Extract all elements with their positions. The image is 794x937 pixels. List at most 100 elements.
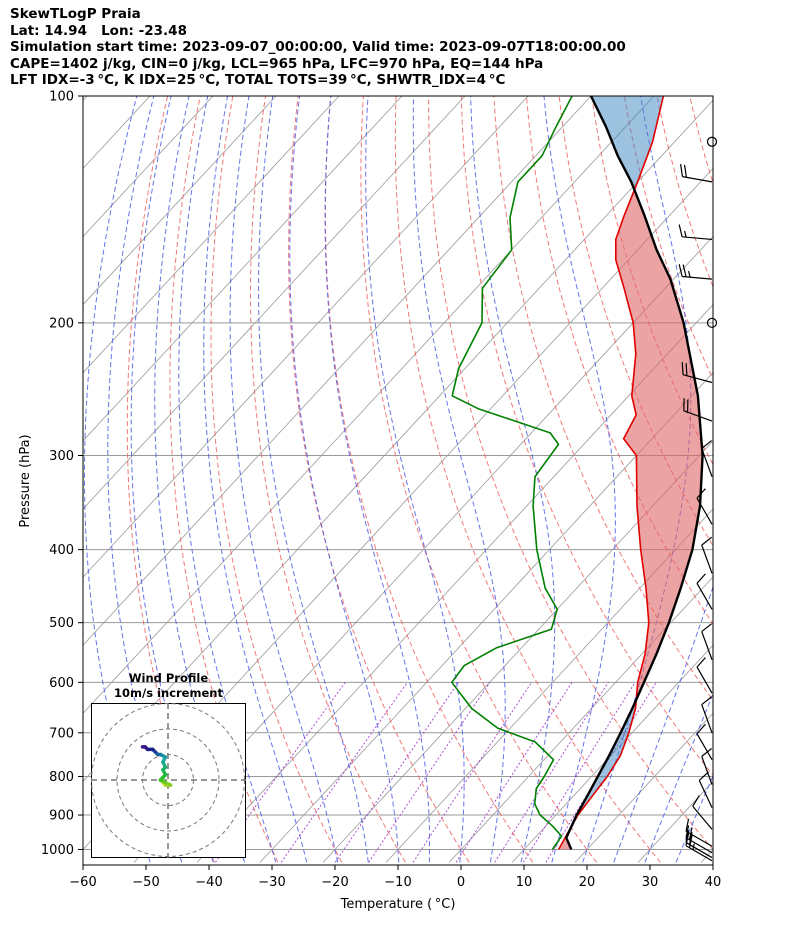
- isotherm-line: [83, 96, 214, 238]
- y-tick-label: 300: [49, 449, 74, 464]
- isotherm-line: [259, 372, 713, 863]
- dry-adiabat: [788, 96, 794, 862]
- mixing-ratio-line: [280, 682, 408, 863]
- moist-adiabat: [365, 96, 465, 863]
- wind-barb-flag: [685, 830, 690, 843]
- wind-barb: [678, 224, 713, 241]
- wind-barb: [701, 623, 713, 660]
- y-tick-label: 200: [49, 316, 74, 331]
- mixing-ratio-line: [368, 682, 491, 863]
- wind-barb-flag: [678, 224, 683, 237]
- wind-barb-staff: [696, 666, 713, 694]
- isotherm-line: [700, 848, 713, 863]
- moist-adiabat: [412, 96, 506, 863]
- isotherm-line: [448, 576, 713, 863]
- station-title: SkewTLogP Praia: [10, 6, 141, 22]
- dry-adiabat: [394, 96, 661, 863]
- x-tick-label: 0: [457, 875, 465, 890]
- wind-barb: [678, 264, 713, 280]
- dry-adiabat: [288, 96, 470, 863]
- wind-barb: [701, 440, 713, 477]
- hodograph-inset: [91, 703, 246, 858]
- x-tick-label: −60: [69, 875, 96, 890]
- wind-barb-flag: [683, 164, 687, 178]
- wind-barb-flag: [701, 440, 713, 449]
- wind-barb-staff: [692, 805, 713, 830]
- cin-area: [591, 96, 664, 192]
- mixing-ratio-line: [412, 682, 533, 863]
- dry-adiabat: [210, 96, 343, 863]
- wind-barb: [696, 657, 713, 694]
- isotherm-line: [83, 96, 340, 374]
- wind-barbs: [678, 136, 718, 862]
- wind-barb-staff: [696, 583, 713, 610]
- x-tick-label: 20: [579, 875, 596, 890]
- wind-barb-half: [692, 843, 695, 850]
- moist-adiabat: [644, 692, 713, 863]
- mixing-ratio-line: [334, 682, 459, 863]
- wind-barb: [696, 488, 713, 525]
- wind-barb-flag: [701, 623, 713, 633]
- moist-adiabat: [470, 96, 556, 863]
- y-tick-label: 500: [49, 616, 74, 631]
- wind-barb-flag: [680, 164, 684, 177]
- isotherm-line: [83, 96, 403, 442]
- wind-barb: [681, 362, 713, 384]
- moist-adiabat: [289, 96, 400, 863]
- wind-barb-flag: [696, 573, 706, 584]
- wind-barb-staff: [701, 544, 713, 574]
- mixing-ratio-line: [455, 682, 573, 863]
- moist-adiabat: [543, 96, 616, 863]
- wind-barb: [701, 748, 713, 785]
- wind-barb-flag: [696, 657, 706, 668]
- isotherm-line: [83, 96, 529, 578]
- parcel-line: [565, 96, 704, 850]
- isotherm-line: [83, 96, 466, 510]
- mixing-ratio-line: [494, 682, 609, 863]
- wind-barb-flag: [688, 832, 693, 845]
- dry-adiabat: [250, 96, 406, 863]
- wind-barb: [701, 696, 713, 733]
- x-tick-label: 40: [705, 875, 722, 890]
- x-tick-label: 10: [516, 875, 533, 890]
- wind-barb-flag: [685, 825, 690, 838]
- moist-adiabat: [257, 96, 369, 863]
- wind-barb: [692, 795, 713, 830]
- y-axis-label: Pressure (hPa): [18, 434, 33, 527]
- y-tick-label: 700: [49, 726, 74, 741]
- wind-barb-staff: [682, 176, 713, 183]
- wind-barb-staff: [682, 374, 713, 384]
- wind-barb: [701, 536, 713, 574]
- wind-barb-staff: [701, 448, 713, 477]
- wind-barb-staff: [701, 631, 713, 660]
- x-tick-label: −50: [132, 875, 159, 890]
- dry-adiabat: [526, 96, 713, 625]
- chart-header: SkewTLogP Praia Lat: 14.94 Lon: -23.48 S…: [10, 6, 626, 89]
- wind-barb-staff: [683, 410, 713, 422]
- simulation-times: Simulation start time: 2023-09-07_00:00:…: [10, 39, 626, 56]
- moist-adiabat: [324, 96, 430, 863]
- dry-adiabat: [460, 96, 713, 777]
- cape-summary: CAPE=1402 j/kg, CIN=0 j/kg, LCL=965 hPa,…: [10, 55, 544, 72]
- dry-adiabat: [722, 96, 794, 862]
- isotherm-line: [574, 712, 713, 863]
- y-tick-label: 100: [49, 90, 74, 105]
- wind-barb-calm: [706, 136, 718, 147]
- wind-barb-flag: [696, 488, 706, 499]
- isotherm-line: [511, 644, 713, 863]
- isotherm-line: [83, 96, 655, 714]
- y-tick-label: 600: [49, 676, 74, 691]
- wind-barb: [685, 833, 713, 862]
- wind-barb: [698, 771, 713, 808]
- stability-indices: LFT IDX=-3 °C, K IDX=25 °C, TOTAL TOTS=3…: [10, 72, 506, 89]
- isotherm-line: [83, 96, 277, 306]
- cape-cin-fill: [558, 96, 703, 850]
- dry-adiabat: [755, 96, 794, 862]
- moist-adiabat: [613, 585, 713, 863]
- wind-barb-flag: [692, 795, 700, 807]
- profile-lines: [450, 96, 704, 850]
- wind-barb: [696, 723, 713, 760]
- y-tick-label: 400: [49, 543, 74, 558]
- dewpoint-line: [450, 96, 573, 850]
- wind-barb-flag: [698, 771, 709, 781]
